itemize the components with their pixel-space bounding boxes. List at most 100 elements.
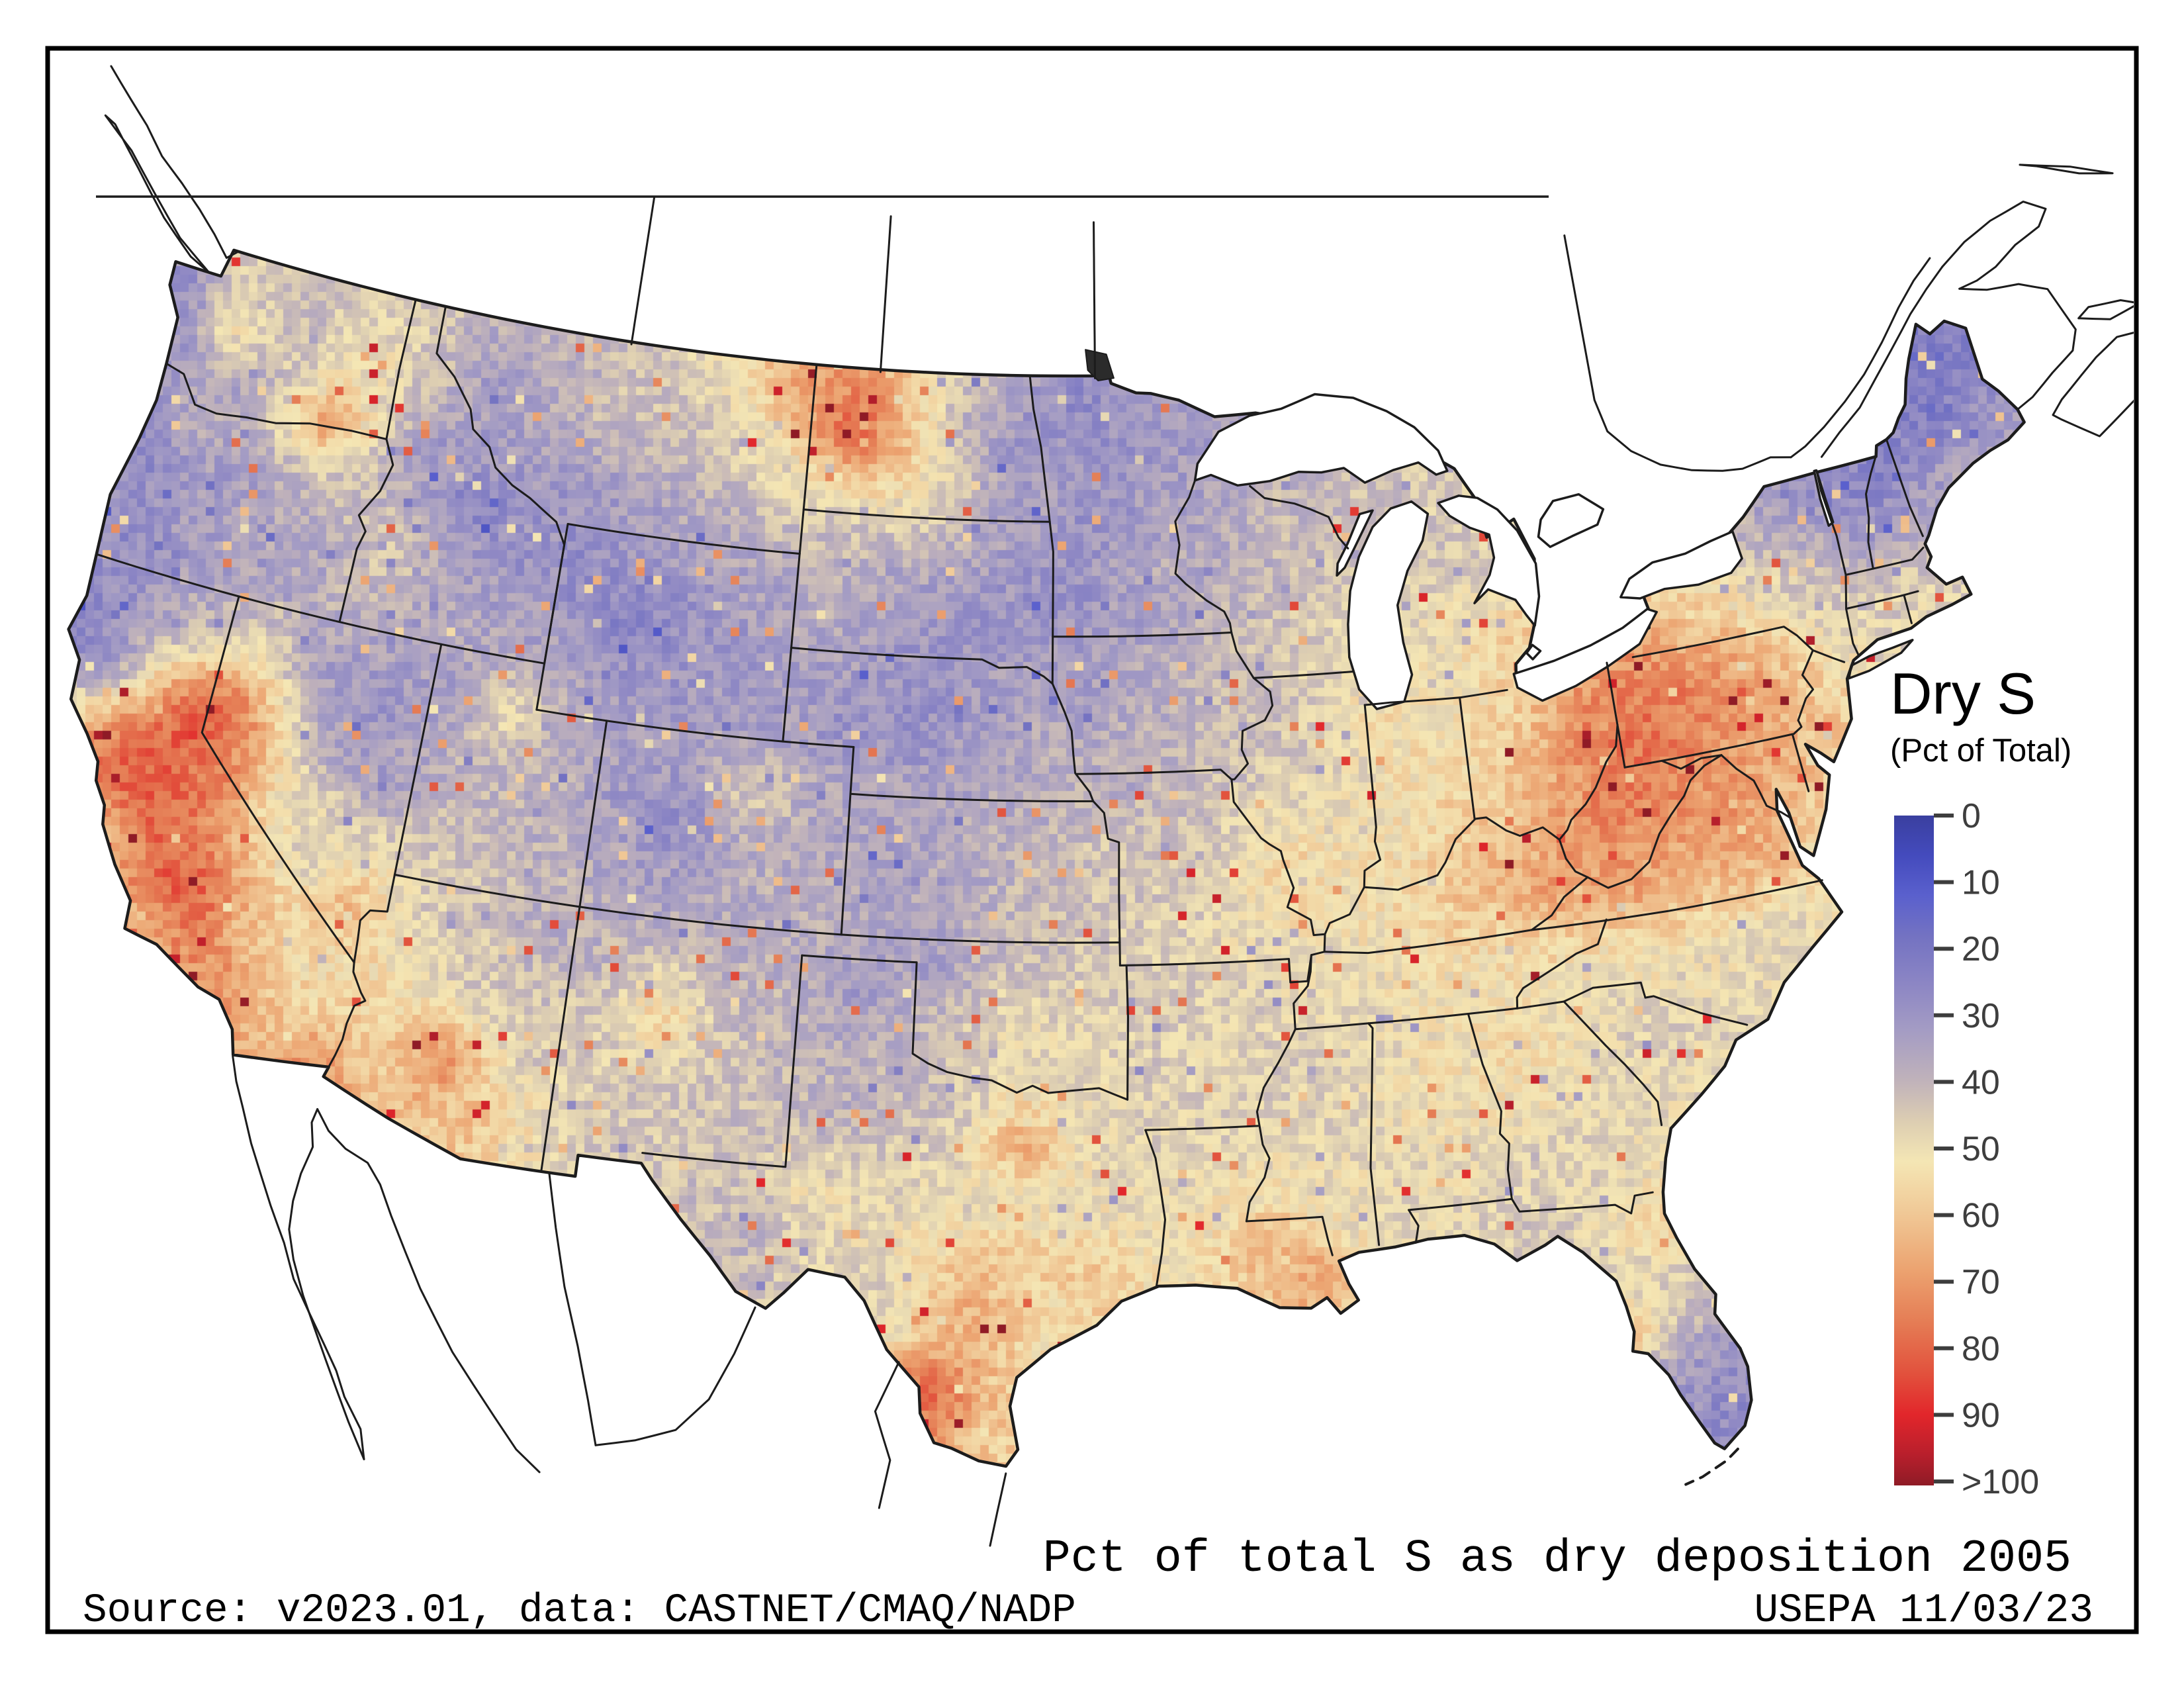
canada-mexico-outlines bbox=[104, 65, 2134, 1547]
lake-outline-7 bbox=[1619, 530, 1743, 600]
lake-outline-0 bbox=[1193, 393, 1449, 487]
agency-caption: USEPA 11/03/23 bbox=[1754, 1588, 2093, 1634]
state-border-28 bbox=[1144, 1129, 1166, 1288]
source-caption: Source: v2023.01, data: CASTNET/CMAQ/NAD… bbox=[83, 1588, 1076, 1634]
state-border-0 bbox=[165, 362, 388, 440]
state-border-70 bbox=[1844, 546, 1925, 576]
state-border-68 bbox=[1845, 590, 1919, 610]
state-border-3 bbox=[95, 553, 546, 665]
colorbar-tick-label: 50 bbox=[1962, 1130, 2000, 1168]
intl-outline-10 bbox=[288, 1108, 365, 1460]
intl-outline-11 bbox=[316, 1108, 541, 1474]
state-border-42 bbox=[1606, 661, 1626, 769]
state-border-35 bbox=[1245, 954, 1312, 1223]
lake-of-the-woods bbox=[1085, 349, 1115, 381]
state-border-4 bbox=[201, 595, 355, 964]
florida-keys bbox=[1684, 1447, 1739, 1486]
intl-outline-16 bbox=[1563, 234, 1792, 472]
intl-outline-15 bbox=[989, 1472, 1007, 1547]
intl-outline-4 bbox=[1941, 201, 2047, 290]
state-border-10 bbox=[535, 708, 855, 748]
colorbar-tick-label: 40 bbox=[1962, 1063, 2000, 1102]
intl-outline-7 bbox=[2052, 332, 2134, 438]
intl-outline-2 bbox=[1790, 257, 1931, 459]
state-border-53 bbox=[1467, 1013, 1513, 1200]
state-border-32 bbox=[1230, 632, 1274, 780]
intl-outline-9 bbox=[232, 1055, 365, 1460]
state-border-25 bbox=[1118, 933, 1326, 984]
state-border-59 bbox=[1631, 626, 1814, 659]
province-border-2 bbox=[1093, 221, 1096, 379]
state-border-46 bbox=[1323, 929, 1533, 955]
state-border-8 bbox=[393, 873, 1121, 944]
state-border-37 bbox=[1363, 704, 1382, 888]
state-border-36 bbox=[1245, 1215, 1334, 1256]
intl-outline-8 bbox=[2019, 164, 2114, 175]
state-border-26 bbox=[1125, 964, 1129, 1101]
state-border-19 bbox=[790, 635, 1054, 685]
colorbar-tick-label: 90 bbox=[1962, 1396, 2000, 1434]
state-border-24 bbox=[1092, 800, 1121, 966]
intl-outline-5 bbox=[1958, 283, 2077, 410]
state-border-33 bbox=[1252, 671, 1353, 679]
state-border-9 bbox=[540, 720, 608, 1173]
colorbar-tick-label: 80 bbox=[1962, 1330, 2000, 1368]
legend-subtitle: (Pct of Total) bbox=[1890, 733, 2071, 769]
state-border-15 bbox=[798, 363, 818, 555]
state-border-55 bbox=[1408, 1209, 1420, 1244]
lake-outline-5 bbox=[1525, 643, 1542, 661]
lake-outline-4 bbox=[1537, 492, 1605, 548]
state-border-51 bbox=[1563, 981, 1749, 1026]
state-border-29 bbox=[801, 954, 1129, 1101]
state-border-69 bbox=[1903, 594, 1913, 624]
colorbar bbox=[1894, 816, 1934, 1485]
colorbar-tick-label: 10 bbox=[1962, 864, 2000, 902]
colorbar-tick-label: 30 bbox=[1962, 997, 2000, 1035]
state-border-14 bbox=[435, 305, 566, 665]
state-border-31 bbox=[1174, 479, 1233, 633]
colorbar-tick-label: 60 bbox=[1962, 1197, 2000, 1235]
state-border-30 bbox=[641, 954, 803, 1168]
state-border-16 bbox=[802, 508, 1051, 523]
state-border-27 bbox=[1144, 1125, 1259, 1131]
canada-province-borders bbox=[630, 197, 1096, 379]
legend: Dry S (Pct of Total) 0 10 20 30 40 50 60 70 80 90… bbox=[1890, 661, 2071, 1501]
state-border-18 bbox=[1052, 632, 1233, 638]
lake-outline-1 bbox=[1347, 500, 1430, 710]
state-border-52 bbox=[1563, 1000, 1663, 1127]
map-title: Pct of total S as dry deposition 2005 bbox=[1043, 1533, 2071, 1585]
state-border-21 bbox=[849, 792, 1095, 802]
colorbar-tick-label: 0 bbox=[1962, 797, 1981, 835]
state-border-17 bbox=[1028, 375, 1054, 638]
state-border-49 bbox=[1294, 1007, 1519, 1031]
intl-outline-13 bbox=[594, 1306, 756, 1446]
intl-outline-12 bbox=[548, 1172, 597, 1446]
state-border-57 bbox=[1367, 1022, 1381, 1246]
state-border-39 bbox=[1363, 816, 1561, 891]
state-borders bbox=[95, 299, 1925, 1288]
figure-frame bbox=[45, 46, 2139, 1634]
colorbar-ticks: 0 10 20 30 40 50 60 70 80 90 >100 bbox=[1934, 797, 2039, 1501]
lake-outline-3 bbox=[1437, 494, 1541, 627]
state-border-64 bbox=[1720, 754, 1791, 819]
state-border-47 bbox=[1530, 879, 1823, 931]
state-border-54 bbox=[1408, 1197, 1513, 1211]
colorbar-tick-label: >100 bbox=[1962, 1463, 2039, 1501]
state-border-1 bbox=[385, 299, 417, 440]
state-border-22 bbox=[840, 746, 855, 936]
state-border-72 bbox=[1885, 438, 1924, 538]
state-border-62 bbox=[1623, 733, 1794, 769]
state-border-48 bbox=[1516, 918, 1608, 1009]
intl-outline-6 bbox=[2077, 299, 2134, 320]
long-island-outline bbox=[1847, 639, 1914, 680]
state-border-5 bbox=[328, 961, 367, 1068]
state-border-66 bbox=[1815, 471, 1847, 576]
lake-outline-2 bbox=[1336, 509, 1374, 577]
state-border-20 bbox=[1051, 682, 1095, 802]
intl-outline-14 bbox=[874, 1361, 900, 1509]
state-border-43 bbox=[1558, 724, 1619, 841]
state-border-13 bbox=[567, 523, 801, 555]
